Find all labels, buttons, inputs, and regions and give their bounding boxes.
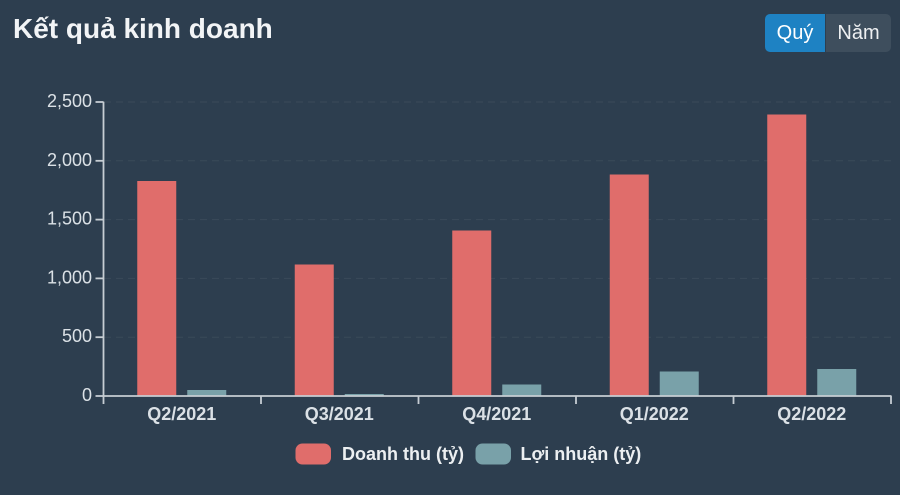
svg-text:1,000: 1,000: [47, 267, 92, 287]
svg-text:Doanh thu (tỷ): Doanh thu (tỷ): [342, 444, 464, 464]
svg-text:Q2/2021: Q2/2021: [147, 404, 216, 424]
svg-text:Lợi nhuận (tỷ): Lợi nhuận (tỷ): [521, 444, 642, 464]
svg-text:500: 500: [62, 326, 92, 346]
svg-text:Q1/2022: Q1/2022: [620, 404, 689, 424]
svg-text:Q4/2021: Q4/2021: [462, 404, 531, 424]
svg-text:0: 0: [82, 385, 92, 405]
svg-text:2,000: 2,000: [47, 150, 92, 170]
svg-text:2,500: 2,500: [47, 91, 92, 111]
svg-text:Q2/2022: Q2/2022: [777, 404, 846, 424]
svg-text:Q3/2021: Q3/2021: [305, 404, 374, 424]
svg-text:1,500: 1,500: [47, 209, 92, 229]
